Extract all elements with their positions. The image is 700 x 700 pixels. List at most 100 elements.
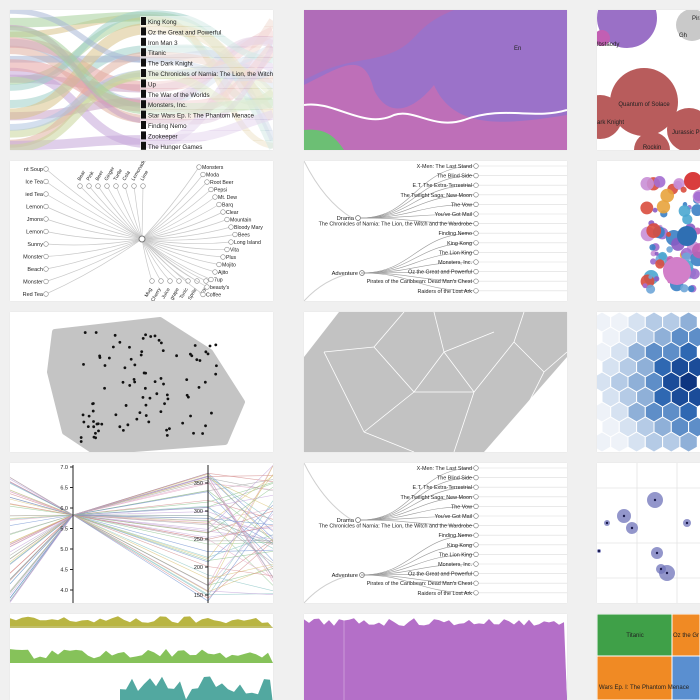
parallel-line (10, 472, 273, 599)
parallel-line (10, 514, 273, 596)
parallel-line (10, 476, 273, 578)
voronoi-edge (363, 391, 415, 433)
hull-point (201, 432, 205, 435)
tree-node (43, 253, 49, 260)
tree-link (141, 181, 208, 240)
hull-point (159, 341, 163, 345)
hull-point (181, 421, 185, 425)
stream-layer-pink (304, 64, 567, 150)
tree-label: Bees (238, 233, 250, 239)
treemap-cell (671, 614, 700, 657)
tree-link (304, 574, 353, 603)
tree-node (473, 551, 479, 557)
hull-point (92, 435, 96, 439)
tree-link (360, 467, 475, 521)
voronoi-edge (363, 431, 415, 452)
tree-node (43, 278, 49, 285)
hull-point (162, 382, 165, 386)
tile-dendrogram-2[interactable]: Drama Adventure X-Men: The Last Stand The B… (304, 463, 567, 603)
hull-point (124, 404, 128, 407)
pack-circle (680, 284, 689, 293)
tile-bubble-scatter[interactable] (597, 463, 700, 603)
tree-node (43, 266, 49, 272)
parallel-line (10, 496, 273, 602)
tile-convex-hull[interactable] (10, 312, 273, 452)
tree-link (360, 573, 475, 576)
tree-node (77, 183, 83, 189)
branch-label: Drama (337, 518, 355, 524)
legend-backdrop (140, 130, 273, 141)
tree-node (216, 261, 222, 268)
tile-dendrogram-1[interactable]: Drama Adventure X-Men: The Last Stand The B… (304, 161, 567, 301)
hull-point (210, 411, 213, 415)
tile-hexbin[interactable] (597, 312, 700, 452)
hull-point (82, 362, 85, 366)
leaf-label: X-Men: The Last Stand (417, 164, 472, 170)
leaf-label: E.T. The Extra-Terrestrial (412, 485, 472, 491)
voronoi-edge (433, 312, 445, 353)
pack-circle (666, 231, 672, 237)
legend-backdrop (140, 140, 273, 150)
tree-node (473, 240, 479, 246)
leaf-label: The Vow (451, 202, 472, 208)
parallel-line (10, 514, 273, 556)
tree-label: Ajito (218, 270, 228, 276)
tree-link (360, 217, 475, 224)
hull-point (185, 378, 189, 382)
tree-link (304, 463, 353, 521)
tree-link (45, 206, 143, 240)
pack-circle (663, 257, 691, 285)
tree-node (140, 183, 146, 189)
tile-treemap[interactable]: Titanic Oz the Gr Wars Ep. I: The Phantom … (597, 614, 700, 700)
leaf-label: You've Got Mail (435, 212, 472, 218)
tree-label: Lemon (26, 230, 43, 236)
tree-link (141, 238, 216, 273)
tree-label: Lime (140, 169, 151, 182)
hull-point (153, 334, 157, 338)
hull-point (153, 380, 157, 384)
hull-point (165, 428, 168, 432)
hull-point (215, 364, 218, 368)
tree-label: Sunny (27, 242, 43, 248)
tree-link (360, 232, 475, 274)
tree-link (141, 174, 204, 240)
tile-voronoi[interactable] (304, 312, 567, 452)
hull-point (166, 397, 170, 401)
hull-point (86, 425, 90, 429)
tile-stacked-area[interactable] (304, 614, 567, 700)
treemap-label: Titanic (626, 633, 643, 639)
tile-parallel-coords[interactable]: 7.0 6.5 6.0 5.5 5.0 4.5 4.0 350 300 250 200 150 (10, 463, 273, 603)
voronoi-edge (373, 312, 405, 348)
tile-streamgraph[interactable]: En (304, 10, 567, 150)
tree-link (45, 238, 143, 295)
legend-swatch (141, 27, 146, 36)
tile-radial-tree[interactable]: nt Soup Ice Tea ied Tea Lemon Jmons Lemon Sunn… (10, 161, 273, 301)
tree-link (141, 238, 171, 282)
tile-area-multiples[interactable] (10, 614, 273, 700)
tree-node (43, 178, 49, 185)
voronoi-edge (323, 351, 365, 433)
legend-label: King Kong (148, 19, 177, 26)
parallel-line (10, 514, 273, 585)
hex-cell (627, 431, 646, 452)
tree-link (360, 261, 475, 274)
tree-node (473, 561, 479, 567)
legend-backdrop (140, 47, 273, 58)
tree-link (360, 242, 475, 274)
pack-circle (656, 200, 671, 214)
parallel-line (10, 514, 273, 602)
bubble (676, 10, 700, 41)
hull-point (144, 333, 147, 337)
tile-bubble-cloud[interactable]: Pira Gh lbstaody Quantum of Solace Jurassic … (597, 10, 700, 150)
tree-link (360, 194, 475, 219)
parallel-coordinates-chart: 7.0 6.5 6.0 5.5 5.0 4.5 4.0 350 300 250 200 150 (10, 465, 273, 603)
tile-circle-pack[interactable] (597, 161, 700, 301)
tile-movie-sankey[interactable]: King Kong Oz the Great and Powerful Iron M… (10, 10, 273, 150)
pack-circle (666, 246, 673, 253)
tree-node (473, 249, 479, 255)
axis-tick-label: 4.0 (60, 588, 68, 594)
tree-node (473, 230, 479, 236)
stacked-area-chart (304, 614, 567, 700)
tree-node (224, 246, 230, 253)
tree-node (473, 192, 479, 198)
